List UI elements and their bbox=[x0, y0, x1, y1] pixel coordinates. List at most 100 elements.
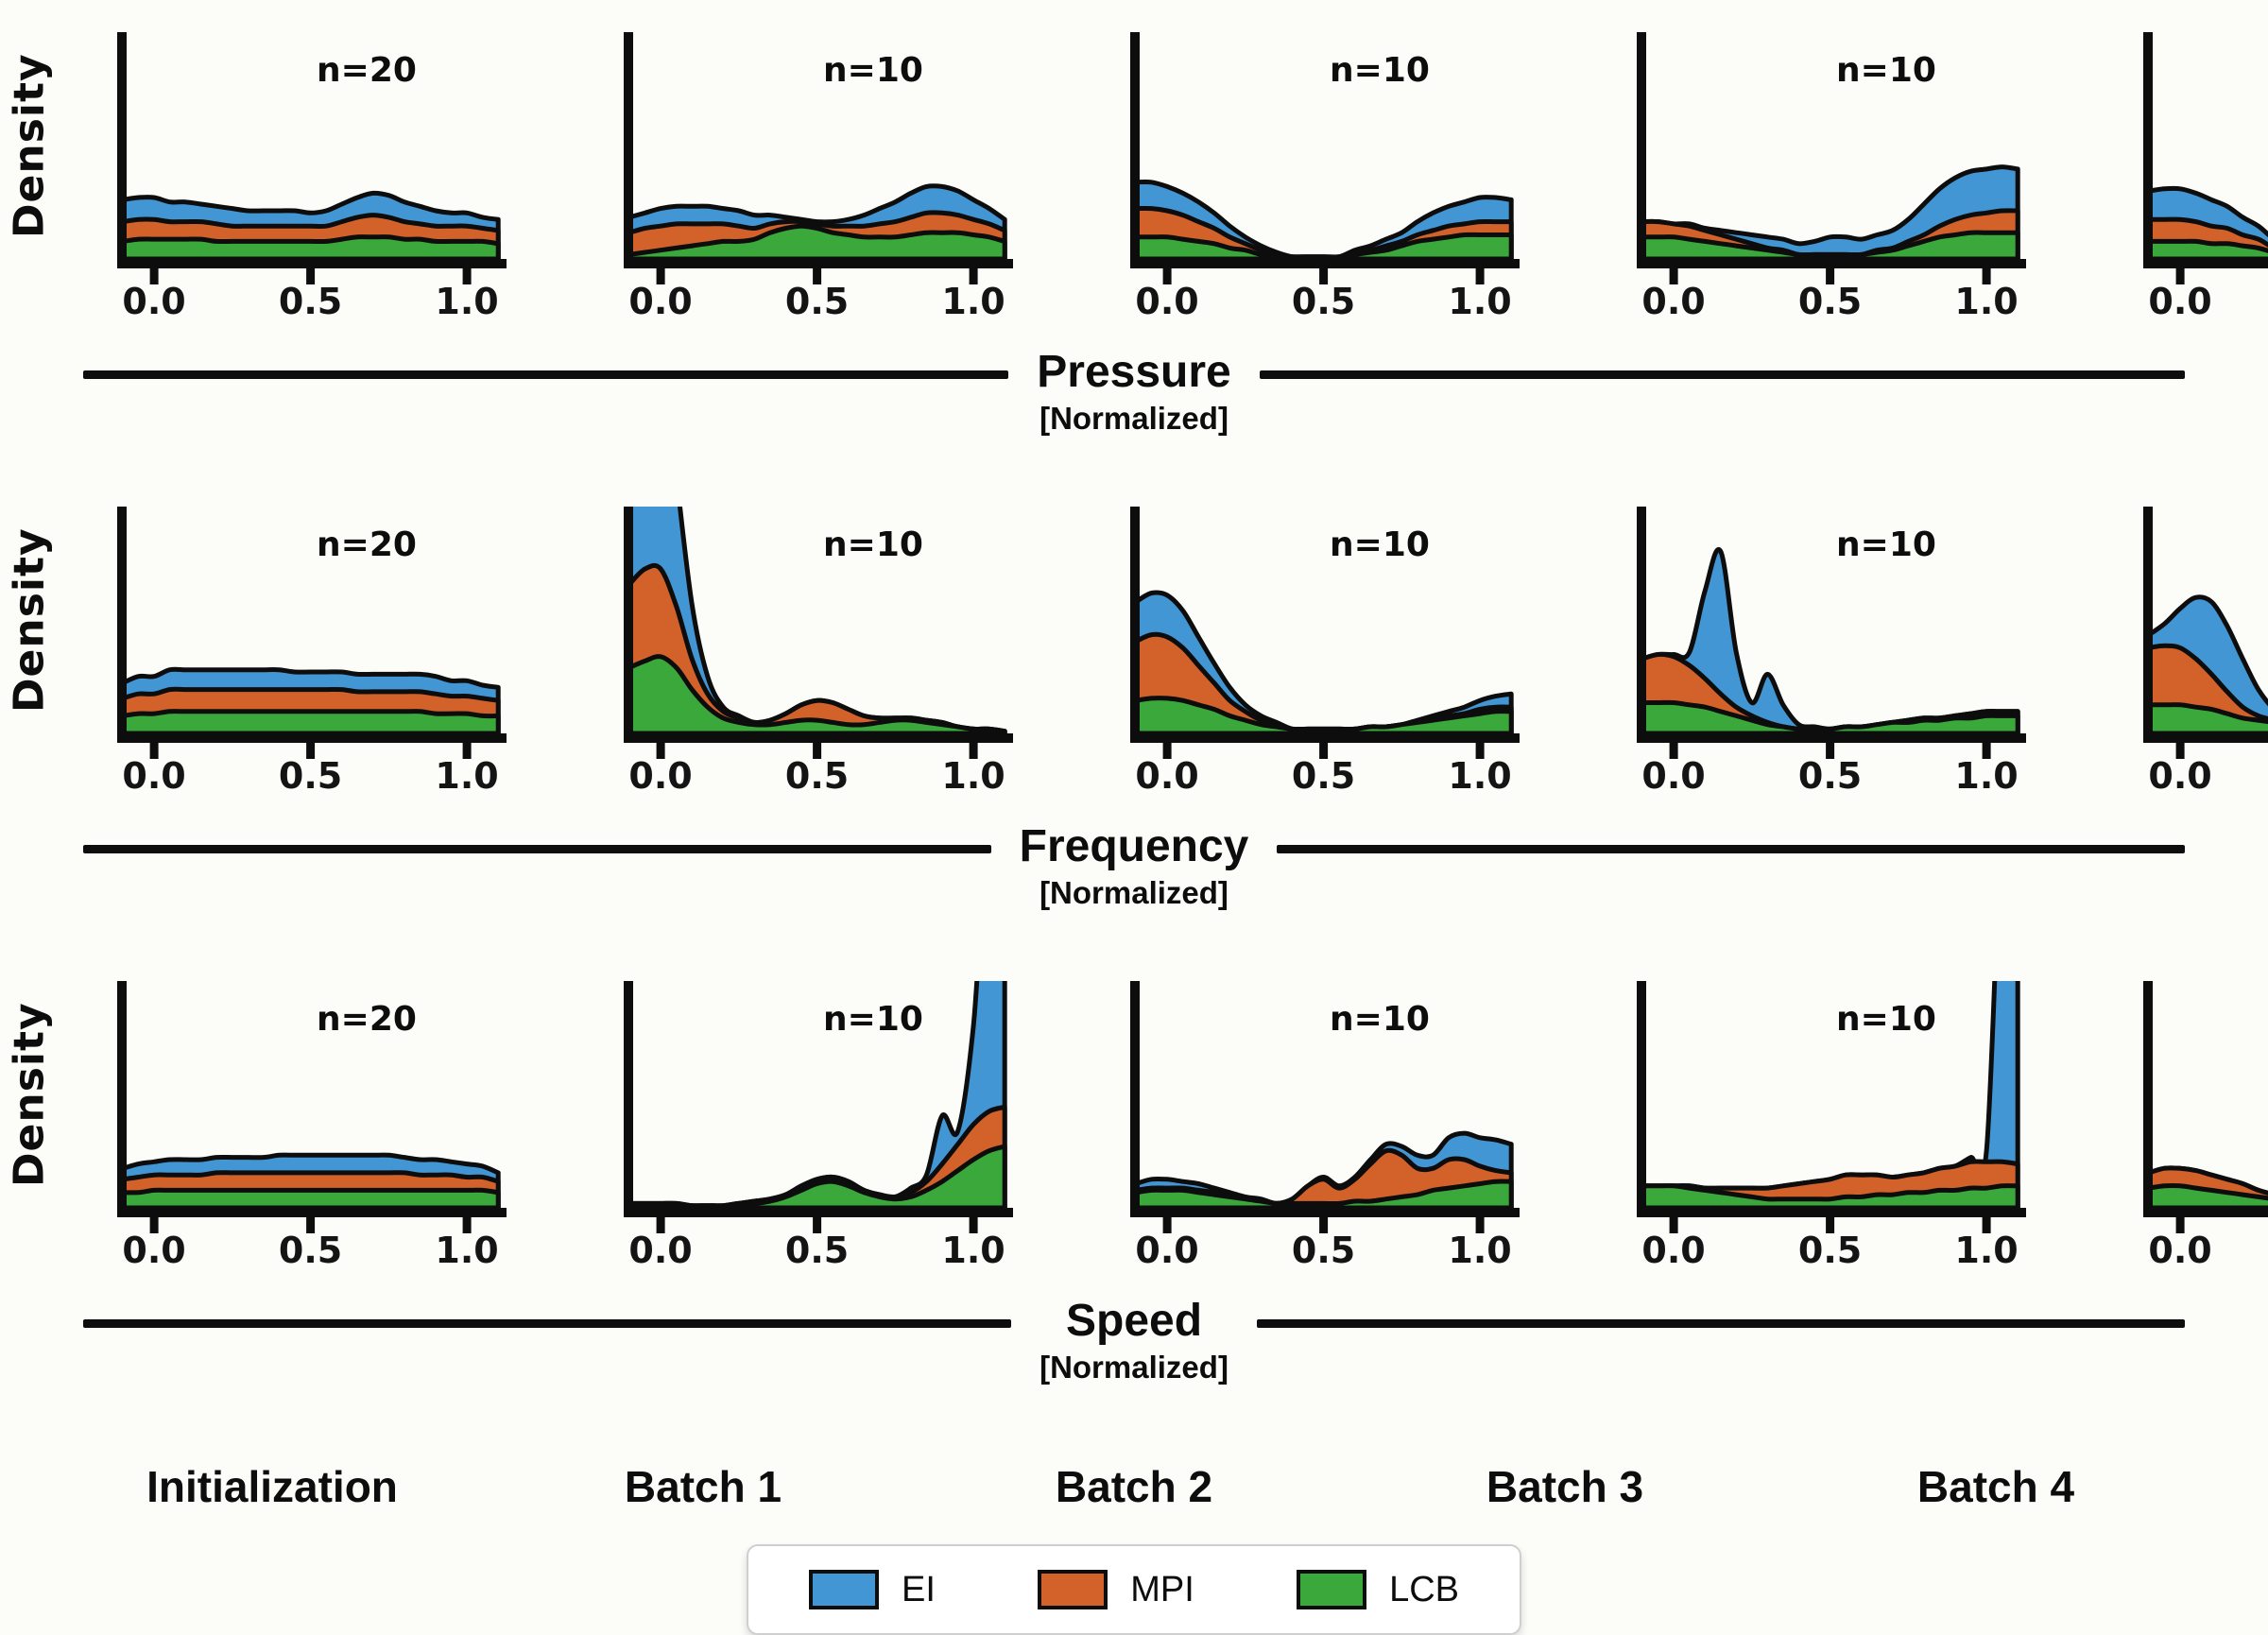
lcb-area bbox=[1135, 1179, 1514, 1208]
y-axis-spine bbox=[117, 507, 127, 743]
density-plot-svg: 0.0 0.5 1.0 bbox=[624, 507, 1013, 797]
x-tick bbox=[1826, 1217, 1835, 1233]
x-axis-spine bbox=[624, 733, 1013, 743]
x-tick bbox=[1826, 268, 1835, 284]
row-frequency: Density 0.0 0.5 1.0 n=20 0.0 0.5 1.0 n=10 0.… bbox=[0, 488, 2268, 813]
panel-frequency-initialization: 0.0 0.5 1.0 n=20 bbox=[94, 503, 525, 798]
x-tick bbox=[1982, 1217, 1991, 1233]
legend-item-mpi: MPI bbox=[1038, 1570, 1194, 1610]
x-tick-label: 0.5 bbox=[785, 281, 849, 322]
x-tick-label: 0.0 bbox=[1135, 281, 1198, 322]
x-tick-label: 1.0 bbox=[435, 281, 498, 322]
x-tick-label: 0.5 bbox=[1292, 281, 1355, 322]
x-tick bbox=[306, 743, 316, 759]
x-tick-label: 0.5 bbox=[1798, 1230, 1862, 1271]
y-axis-spine bbox=[117, 981, 127, 1217]
column-label-initialization: Initialization bbox=[146, 1462, 398, 1511]
y-axis-spine bbox=[1130, 981, 1140, 1217]
x-tick bbox=[1475, 743, 1485, 759]
panel-frequency-batch-4: 0.00.51.0 n=10 bbox=[2121, 503, 2268, 798]
x-tick-label: 1.0 bbox=[941, 1230, 1005, 1271]
x-tick bbox=[1826, 743, 1835, 759]
lcb-area bbox=[2148, 1183, 2268, 1208]
row-label-pressure: Pressure [Normalized] bbox=[1037, 346, 1230, 439]
row-subtitle-pressure: [Normalized] bbox=[1040, 401, 1228, 436]
y-axis-spine bbox=[1130, 32, 1140, 268]
sample-size-label: n=20 bbox=[317, 525, 417, 564]
y-axis-spine bbox=[2143, 32, 2153, 268]
row-pressure: Density 0.0 0.5 1.0 n=20 0.0 0.5 1.0 n=10 0.… bbox=[0, 13, 2268, 338]
x-tick-label: 1.0 bbox=[1448, 1230, 1511, 1271]
row-title-frequency: Frequency bbox=[1019, 821, 1249, 871]
density-areas bbox=[628, 981, 1007, 1208]
x-tick bbox=[1162, 268, 1172, 284]
row-separator-speed: Speed [Normalized] bbox=[83, 1295, 2186, 1437]
x-axis-spine bbox=[1637, 1208, 2026, 1217]
x-axis-spine bbox=[117, 733, 507, 743]
panel-frequency-batch-1: 0.0 0.5 1.0 n=10 bbox=[601, 503, 1032, 798]
panel-frequency-batch-3: 0.0 0.5 1.0 n=10 bbox=[1614, 503, 2045, 798]
row-title-speed: Speed bbox=[1065, 1296, 1203, 1346]
x-tick bbox=[813, 268, 822, 284]
ei-color-swatch bbox=[809, 1570, 879, 1609]
sample-size-label: n=10 bbox=[1836, 51, 1936, 90]
x-tick-label: 0.0 bbox=[628, 755, 692, 797]
lcb-area bbox=[1135, 696, 1514, 733]
x-tick bbox=[306, 268, 316, 284]
density-areas bbox=[1135, 1130, 1514, 1208]
separator-line-left bbox=[83, 1319, 1012, 1328]
x-tick-label: 0.0 bbox=[2148, 1230, 2211, 1271]
lcb-area bbox=[122, 1187, 501, 1208]
density-plot-svg: 0.00.51.0 bbox=[2143, 981, 2268, 1271]
column-label-batch-1: Batch 1 bbox=[624, 1462, 782, 1511]
x-tick-label: 0.5 bbox=[1798, 281, 1862, 322]
x-axis-spine bbox=[2143, 259, 2268, 268]
x-tick bbox=[1162, 1217, 1172, 1233]
panel-pressure-batch-3: 0.0 0.5 1.0 n=10 bbox=[1614, 28, 2045, 323]
y-axis-label-frequency: Density bbox=[5, 527, 54, 713]
x-axis-spine bbox=[1130, 259, 1520, 268]
sample-size-label: n=10 bbox=[1330, 1000, 1430, 1039]
lcb-area bbox=[122, 234, 501, 259]
x-axis-spine bbox=[117, 259, 507, 268]
sample-size-label: n=10 bbox=[823, 525, 923, 564]
x-tick bbox=[149, 743, 159, 759]
y-axis-spine bbox=[1130, 507, 1140, 743]
sample-size-label: n=20 bbox=[317, 1000, 417, 1039]
x-tick-label: 0.5 bbox=[279, 1230, 342, 1271]
x-tick bbox=[1982, 743, 1991, 759]
sample-size-label: n=10 bbox=[823, 1000, 923, 1039]
x-tick-label: 0.5 bbox=[279, 755, 342, 797]
density-areas bbox=[628, 507, 1007, 733]
panel-speed-batch-1: 0.0 0.5 1.0 n=10 bbox=[601, 977, 1032, 1272]
legend-label-lcb: LCB bbox=[1389, 1569, 1459, 1609]
density-areas bbox=[1135, 590, 1514, 733]
density-areas bbox=[1641, 546, 2020, 733]
lcb-area bbox=[1135, 232, 1514, 259]
x-tick bbox=[656, 743, 665, 759]
x-tick bbox=[2175, 743, 2185, 759]
x-tick bbox=[1475, 268, 1485, 284]
panel-speed-batch-3: 0.0 0.5 1.0 n=10 bbox=[1614, 977, 2045, 1272]
x-tick-label: 0.5 bbox=[279, 281, 342, 322]
x-axis-spine bbox=[117, 1208, 507, 1217]
density-plot-svg: 0.00.51.0 bbox=[2143, 507, 2268, 797]
x-tick-label: 0.5 bbox=[785, 755, 849, 797]
x-tick bbox=[1669, 1217, 1678, 1233]
density-areas bbox=[2148, 594, 2268, 733]
x-axis-spine bbox=[1637, 733, 2026, 743]
x-axis-spine bbox=[624, 1208, 1013, 1217]
mpi-color-swatch bbox=[1038, 1570, 1108, 1609]
x-tick bbox=[1669, 268, 1678, 284]
lcb-area bbox=[628, 1144, 1007, 1208]
lcb-area bbox=[628, 654, 1007, 733]
x-tick bbox=[462, 1217, 472, 1233]
panel-pressure-batch-4: 0.00.51.0 n=10 bbox=[2121, 28, 2268, 323]
x-tick-label: 1.0 bbox=[941, 755, 1005, 797]
row-speed: Density 0.0 0.5 1.0 n=20 0.0 0.5 1.0 n=10 0.… bbox=[0, 962, 2268, 1287]
x-tick-label: 1.0 bbox=[1954, 1230, 2018, 1271]
y-axis-spine bbox=[1637, 981, 1646, 1217]
